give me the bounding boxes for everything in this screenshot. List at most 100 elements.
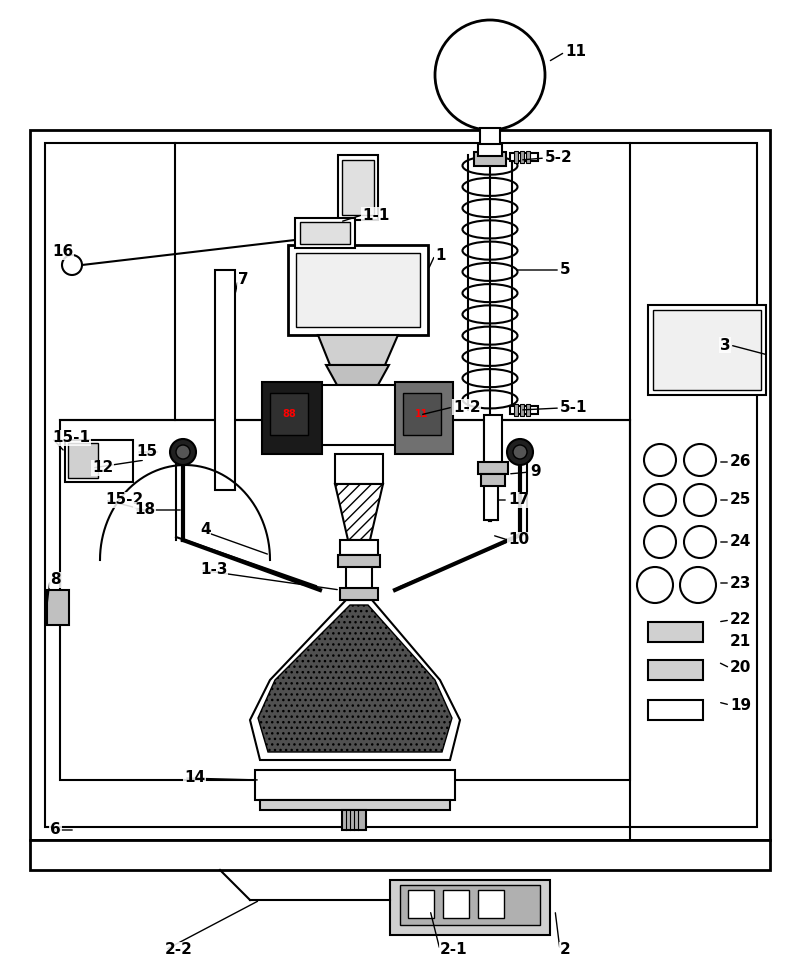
Bar <box>270 393 308 435</box>
Bar <box>45 143 757 827</box>
Bar <box>480 128 500 158</box>
Text: 19: 19 <box>730 697 751 713</box>
Bar <box>443 890 469 918</box>
Bar <box>526 151 530 163</box>
Text: 23: 23 <box>730 576 751 590</box>
Bar <box>648 660 703 680</box>
Text: 5-2: 5-2 <box>545 151 573 165</box>
Bar <box>215 270 235 490</box>
Bar <box>30 840 770 870</box>
Text: 12: 12 <box>92 461 114 475</box>
Bar <box>487 420 497 457</box>
Bar <box>296 253 420 327</box>
Bar <box>300 222 350 244</box>
Circle shape <box>644 526 676 558</box>
Text: 18: 18 <box>134 502 155 518</box>
Circle shape <box>170 439 196 465</box>
Bar <box>514 404 518 416</box>
Text: 1-3: 1-3 <box>200 562 227 578</box>
Circle shape <box>684 444 716 476</box>
Bar <box>346 565 372 590</box>
Bar <box>648 305 766 395</box>
Bar <box>390 880 550 935</box>
Bar <box>255 770 455 800</box>
Bar <box>474 152 506 166</box>
Circle shape <box>176 445 190 459</box>
Text: 2-1: 2-1 <box>440 943 468 957</box>
Bar <box>648 700 703 720</box>
Bar <box>338 155 378 220</box>
Bar <box>481 474 505 486</box>
Bar <box>403 393 441 435</box>
Bar <box>510 406 538 414</box>
Text: 2: 2 <box>560 943 570 957</box>
Bar <box>653 310 761 390</box>
Text: 2-2: 2-2 <box>165 943 193 957</box>
Text: 21: 21 <box>730 635 751 649</box>
Bar <box>648 622 703 642</box>
Bar <box>478 462 508 474</box>
Circle shape <box>507 439 533 465</box>
Text: 4: 4 <box>200 523 210 537</box>
Bar <box>342 810 366 830</box>
Bar <box>47 590 69 625</box>
Bar <box>295 218 355 248</box>
Text: 11: 11 <box>415 409 429 419</box>
Text: 17: 17 <box>508 493 529 507</box>
Text: 1-1: 1-1 <box>362 208 390 222</box>
Text: 26: 26 <box>730 454 751 469</box>
Bar <box>526 404 530 416</box>
Polygon shape <box>258 605 452 752</box>
Text: 15-2: 15-2 <box>105 493 143 507</box>
Bar <box>484 420 498 520</box>
Circle shape <box>684 484 716 516</box>
Bar <box>65 440 133 482</box>
Bar <box>340 540 378 555</box>
Circle shape <box>644 484 676 516</box>
Text: 16: 16 <box>52 244 74 260</box>
Bar <box>487 420 499 455</box>
Bar <box>478 890 504 918</box>
Text: 5-1: 5-1 <box>560 401 587 415</box>
Circle shape <box>513 445 527 459</box>
Bar <box>260 800 450 810</box>
Bar <box>520 151 524 163</box>
Text: 8: 8 <box>50 573 61 587</box>
Text: 25: 25 <box>730 493 751 507</box>
Text: 10: 10 <box>508 532 529 548</box>
Bar <box>300 385 418 445</box>
Bar <box>262 382 322 454</box>
Circle shape <box>637 567 673 603</box>
Bar <box>400 885 540 925</box>
Bar <box>60 420 630 780</box>
Bar <box>510 153 538 161</box>
Polygon shape <box>326 365 389 385</box>
Text: 9: 9 <box>530 465 541 479</box>
Bar <box>520 404 524 416</box>
Polygon shape <box>250 600 460 760</box>
Text: 1: 1 <box>435 247 446 263</box>
Bar <box>338 555 380 567</box>
Bar <box>288 245 428 335</box>
Bar <box>408 890 434 918</box>
Bar <box>335 454 383 484</box>
Text: 20: 20 <box>730 661 751 675</box>
Bar <box>342 160 374 215</box>
Circle shape <box>644 444 676 476</box>
Text: 6: 6 <box>50 822 61 838</box>
Text: 22: 22 <box>730 612 751 628</box>
Polygon shape <box>318 335 398 365</box>
Text: 14: 14 <box>184 771 205 785</box>
Circle shape <box>680 567 716 603</box>
Polygon shape <box>335 484 383 540</box>
Text: 88: 88 <box>282 409 296 419</box>
Circle shape <box>435 20 545 130</box>
Text: 24: 24 <box>730 534 751 550</box>
Text: 3: 3 <box>720 337 730 353</box>
Circle shape <box>62 255 82 275</box>
Text: 15: 15 <box>136 444 157 460</box>
Text: 5: 5 <box>560 263 570 277</box>
Bar <box>395 382 453 454</box>
Circle shape <box>684 526 716 558</box>
Text: 1-2: 1-2 <box>453 400 481 414</box>
